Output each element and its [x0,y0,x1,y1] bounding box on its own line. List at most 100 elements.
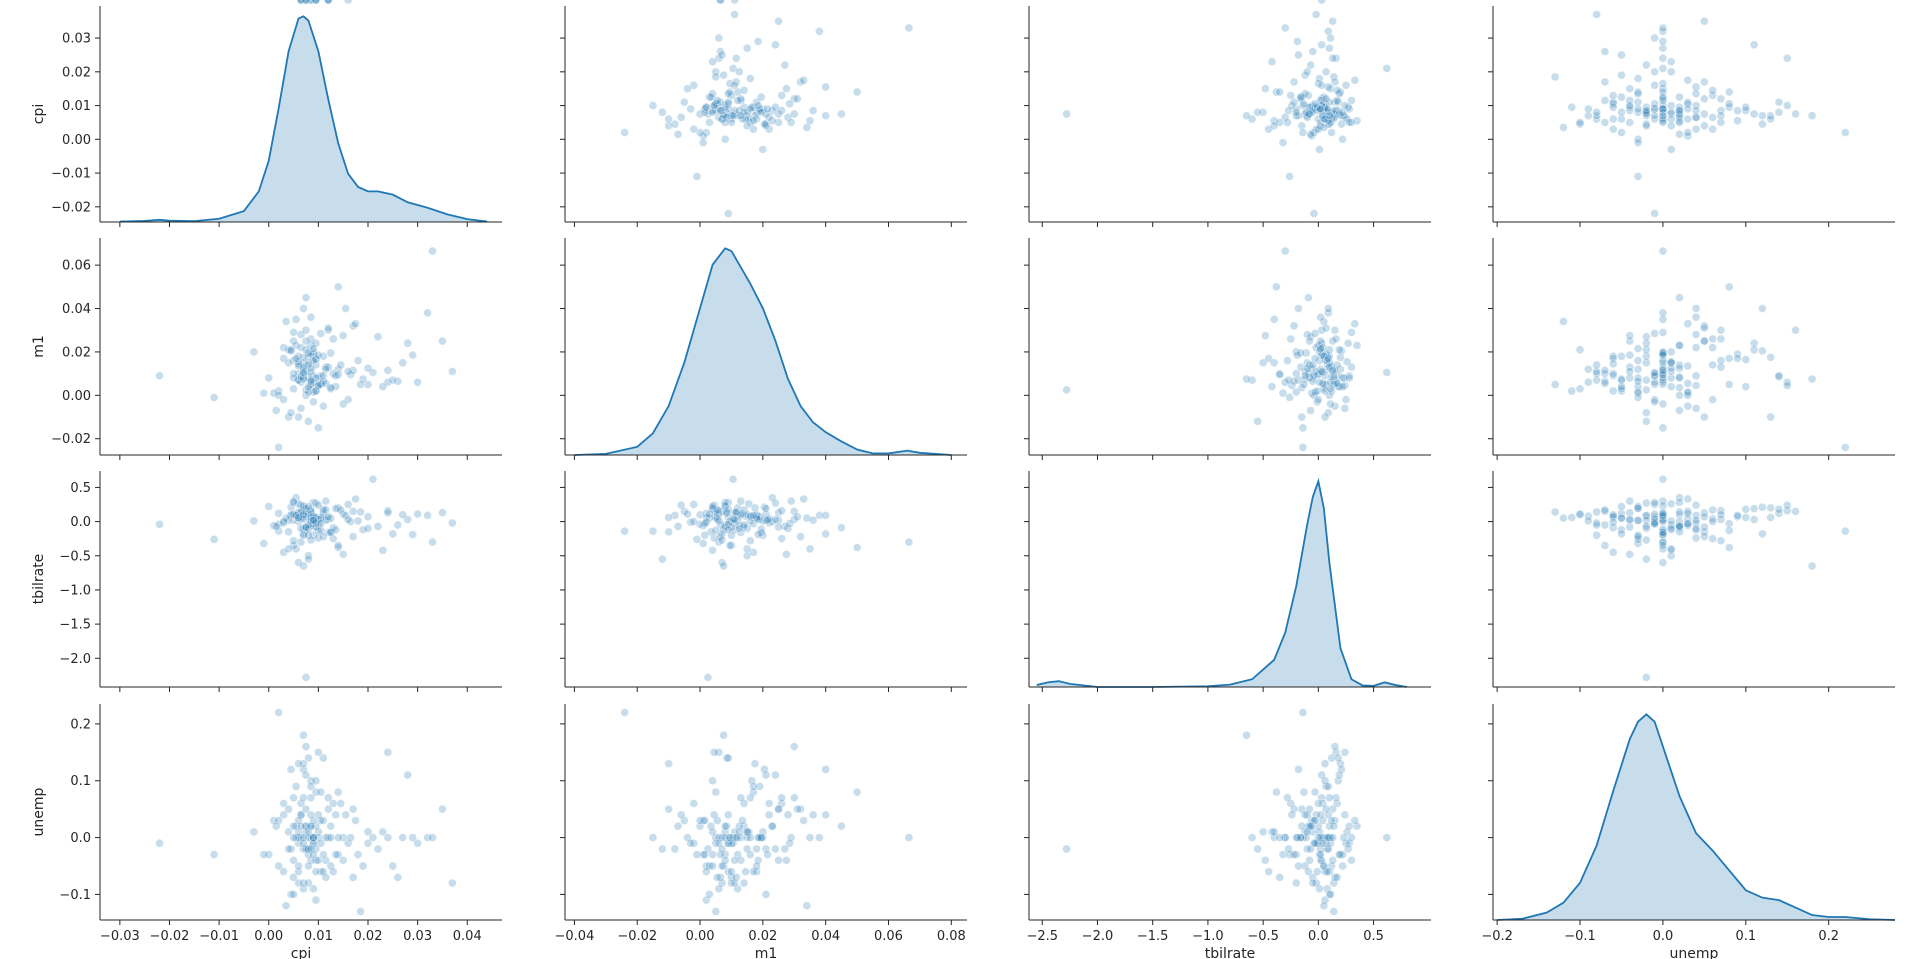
scatter-point [777,91,787,100]
scatter-point [727,867,736,876]
scatter-point [269,388,279,398]
scatter-point [648,526,658,536]
scatter-point [1658,87,1668,97]
scatter-point [1741,513,1751,522]
scatter-point [1608,124,1618,134]
scatter-point [1700,321,1709,331]
scatter-point [1298,128,1308,137]
scatter-point [1242,730,1251,740]
scatter-point [1658,118,1668,127]
scatter-point [1347,328,1356,337]
scatter-point [1791,325,1800,335]
scatter-point [1275,370,1284,380]
scatter-point [1308,360,1318,370]
scatter-point [1666,347,1676,357]
scatter-point [1316,344,1325,353]
scatter-point [1650,33,1659,43]
scatter-point [1658,43,1668,53]
scatter-point [306,810,316,820]
scatter-point [331,371,341,381]
scatter-point [1650,395,1659,404]
scatter-point [428,833,437,842]
scatter-point [785,519,794,528]
scatter-point [705,509,714,519]
scatter-point [1608,517,1618,527]
scatter-point [311,844,321,854]
x-tick-label: 0.08 [937,929,966,944]
scatter-point [1275,87,1284,97]
scatter-point [1625,106,1635,115]
scatter-point [1303,844,1312,854]
scatter-point [821,511,830,520]
scatter-point [1625,118,1635,127]
scatter-point [304,861,313,871]
scatter-point [1330,325,1340,335]
scatter-point [767,821,777,831]
scatter-point [321,496,331,506]
scatter-point [1658,104,1668,114]
scatter-point [1329,113,1339,122]
x-tick-label: 0.00 [686,929,715,944]
scatter-point [1303,67,1312,77]
scatter-point [1650,111,1659,120]
scatter-point [1278,850,1288,859]
scatter-point [1326,33,1335,43]
scatter-point [1296,362,1305,372]
scatter-point [1592,507,1601,517]
scatter-point [796,804,805,814]
scatter-point [648,101,658,110]
x-tick-label: 0.02 [748,929,777,944]
y-tick-label: 0.0 [70,515,91,530]
scatter-point [1642,358,1651,368]
scatter-point [1275,833,1284,842]
scatter-point [1650,377,1659,387]
scatter-point [1766,513,1775,522]
scatter-point [1310,787,1320,797]
scatter-point [771,40,780,50]
scatter-point [333,541,343,550]
scatter-point [1650,81,1659,90]
scatter-point [1642,498,1651,508]
scatter-point [1327,128,1336,137]
scatter-point [331,810,341,820]
scatter-point [1335,850,1344,859]
scatter-point [658,554,667,564]
scatter-point [785,99,794,109]
scatter-point [1617,108,1626,117]
scatter-point [1559,317,1568,326]
scatter-point [1335,345,1344,355]
scatter-point [1332,873,1342,882]
scatter-point [428,537,437,547]
scatter-point [1382,368,1392,377]
scatter-point [1319,901,1329,911]
scatter-point [763,104,772,114]
scatter-point [289,821,298,831]
scatter-point [1625,373,1635,383]
scatter-point [1617,70,1626,80]
scatter-point [698,138,708,147]
scatter-point [1658,23,1668,33]
scatter-point [1758,304,1767,313]
scatter-point [695,816,705,825]
scatter-point [1741,355,1751,364]
scatter-point [314,856,323,865]
scatter-point [1608,102,1618,112]
scatter-point [1280,246,1290,256]
scatter-point [289,833,298,842]
scatter-point [736,111,746,120]
scatter-point [1298,708,1308,717]
scatter-point [1316,312,1325,322]
scatter-point [1658,79,1668,88]
scatter-point [1316,850,1325,859]
scatter-point [702,128,711,137]
x-tick-label: −2.0 [1082,929,1114,944]
scatter-point [1782,377,1792,387]
scatter-point [1286,334,1296,344]
scatter-point [1650,368,1659,377]
scatter-point [703,673,713,682]
scatter-point [1700,77,1709,87]
scatter-point [730,10,739,19]
scatter-point [1304,867,1313,876]
scatter-point [1691,124,1701,134]
scatter-point [1294,765,1303,774]
